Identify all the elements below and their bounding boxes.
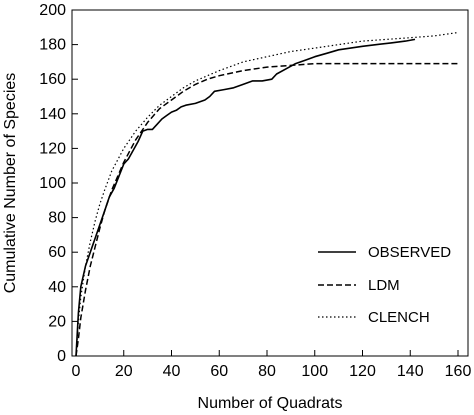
x-axis-ticks: 0 20 40 60 80 100 120 140 160 <box>72 350 472 380</box>
legend: OBSERVED LDM CLENCH <box>318 244 451 326</box>
legend-label-clench: CLENCH <box>368 309 430 326</box>
x-tick-label: 20 <box>115 363 133 380</box>
x-tick-label: 160 <box>445 363 472 380</box>
y-tick-label: 100 <box>39 175 66 192</box>
y-tick-label: 60 <box>48 244 66 261</box>
x-tick-label: 80 <box>258 363 276 380</box>
y-tick-label: 40 <box>48 279 66 296</box>
legend-label-ldm: LDM <box>368 277 400 294</box>
y-tick-label: 0 <box>57 348 66 365</box>
x-tick-label: 60 <box>210 363 228 380</box>
y-axis-label: Cumulative Number of Species <box>2 73 19 294</box>
plot-frame <box>71 9 469 357</box>
y-axis-ticks: 0 20 40 60 80 100 120 140 160 180 200 <box>39 2 78 365</box>
data-series <box>75 31 459 357</box>
x-axis-label: Number of Quadrats <box>198 395 343 412</box>
series-line-clench <box>75 31 459 357</box>
x-tick-label: 40 <box>163 363 181 380</box>
y-tick-label: 20 <box>48 313 66 330</box>
y-tick-label: 160 <box>39 71 66 88</box>
series-line-ldm <box>75 62 458 357</box>
series-line-observed <box>75 38 416 357</box>
y-tick-label: 200 <box>39 2 66 19</box>
x-tick-label: 120 <box>349 363 376 380</box>
y-tick-label: 120 <box>39 140 66 157</box>
y-tick-label: 80 <box>48 210 66 227</box>
x-tick-label: 0 <box>72 363 81 380</box>
x-tick-label: 140 <box>397 363 424 380</box>
y-tick-label: 140 <box>39 106 66 123</box>
x-tick-label: 100 <box>301 363 328 380</box>
legend-label-observed: OBSERVED <box>368 244 451 261</box>
y-tick-label: 180 <box>39 37 66 54</box>
